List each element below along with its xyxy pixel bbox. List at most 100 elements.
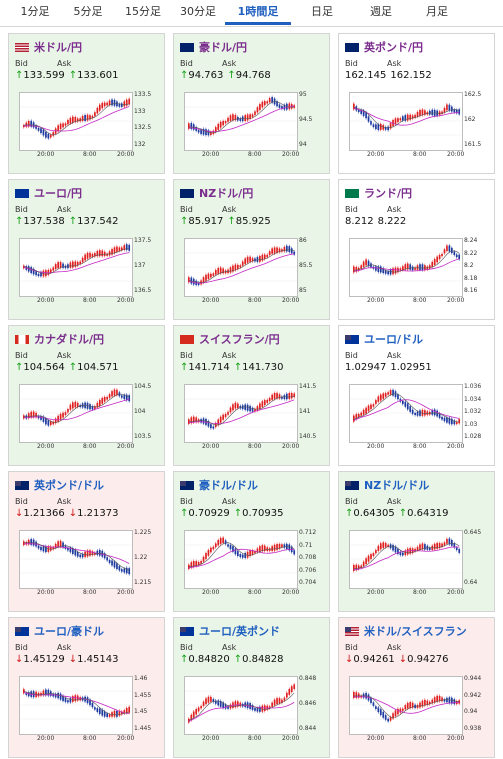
rate-card[interactable]: ランド/円 Bid Ask 8.212 8.222 8.24 8.22 8.2 8.18 8.16… <box>338 179 495 320</box>
pair-name[interactable]: 豪ドル/円 <box>199 41 248 54</box>
mini-chart[interactable] <box>19 92 133 151</box>
mini-chart[interactable] <box>184 676 298 735</box>
tab-1[interactable]: 5分足 <box>73 5 103 18</box>
ma-short-line <box>188 249 295 283</box>
pair-name[interactable]: NZドル/円 <box>199 187 254 200</box>
candle <box>64 265 67 269</box>
candle <box>375 550 377 554</box>
candle <box>23 415 25 419</box>
card-title[interactable]: NZドル/ドル <box>345 478 429 492</box>
tab-0[interactable]: 1分足 <box>20 5 50 18</box>
pair-name[interactable]: ユーロ/英ポンド <box>199 625 281 638</box>
tab-5[interactable]: 日足 <box>311 5 333 18</box>
candle <box>271 546 273 551</box>
mini-chart[interactable] <box>184 530 298 589</box>
mini-chart[interactable] <box>19 384 133 443</box>
candle <box>84 115 86 121</box>
tab-7[interactable]: 月足 <box>426 5 448 18</box>
card-title[interactable]: 豪ドル/円 <box>180 40 247 54</box>
rate-card[interactable]: スイスフラン/円 Bid Ask ↑141.714 ↑141.730 141.5 141 14… <box>173 325 330 466</box>
candle <box>47 689 50 696</box>
tab-6[interactable]: 週足 <box>370 5 392 18</box>
x-tick-label: 20:00 <box>447 443 465 450</box>
mini-chart[interactable] <box>349 238 463 297</box>
rate-card[interactable]: 英ポンド/円 Bid Ask 162.145 162.152 162.5 162 161.5 2… <box>338 33 495 174</box>
candle <box>91 253 94 257</box>
tab-4[interactable]: 1時間足 <box>225 0 291 25</box>
pair-name[interactable]: ユーロ/豪ドル <box>34 625 105 638</box>
card-title[interactable]: 米ドル/スイスフラン <box>345 624 467 638</box>
candle <box>106 396 108 400</box>
card-title[interactable]: ランド/円 <box>345 186 412 200</box>
pair-name[interactable]: ユーロ/円 <box>34 187 83 200</box>
card-title[interactable]: 英ポンド/ドル <box>15 478 104 492</box>
rate-card[interactable]: 豪ドル/ドル Bid Ask ↑0.70929 ↑0.70935 0.712 0.71 0.7… <box>173 471 330 612</box>
pair-name[interactable]: 米ドル/スイスフラン <box>364 625 467 638</box>
card-title[interactable]: ユーロ/英ポンド <box>180 624 280 638</box>
rate-card[interactable]: NZドル/円 Bid Ask ↑85.917 ↑85.925 86 85.5 85 20:00 8… <box>173 179 330 320</box>
mini-chart[interactable] <box>349 530 463 589</box>
pair-name[interactable]: ユーロ/ドル <box>364 333 424 346</box>
candle <box>421 264 424 271</box>
pair-name[interactable]: ランド/円 <box>364 187 413 200</box>
pair-name[interactable]: カナダドル/円 <box>34 333 105 346</box>
card-title[interactable]: NZドル/円 <box>180 186 253 200</box>
rate-card[interactable]: ユーロ/円 Bid Ask ↑137.538 ↑137.542 137.5 137 136.5… <box>8 179 165 320</box>
card-title[interactable]: 豪ドル/ドル <box>180 478 258 492</box>
candle <box>397 708 399 715</box>
ask-label: Ask <box>387 497 402 506</box>
candle <box>89 404 91 410</box>
tab-3[interactable]: 30分足 <box>180 5 216 18</box>
arrow-up-icon: ↑ <box>15 70 24 81</box>
candle <box>421 543 424 550</box>
candle <box>239 265 242 268</box>
pair-name[interactable]: 英ポンド/ドル <box>34 479 105 492</box>
candle <box>254 408 256 412</box>
card-title[interactable]: ユーロ/豪ドル <box>15 624 104 638</box>
rate-card[interactable]: ユーロ/ドル Bid Ask 1.02947 1.02951 1.036 1.034 1.03… <box>338 325 495 466</box>
candle <box>355 106 358 111</box>
candle <box>411 115 414 119</box>
card-title[interactable]: カナダドル/円 <box>15 332 104 346</box>
pair-name[interactable]: スイスフラン/円 <box>199 333 280 346</box>
card-title[interactable]: ユーロ/ドル <box>345 332 423 346</box>
card-title[interactable]: ユーロ/円 <box>15 186 82 200</box>
mini-chart[interactable] <box>349 676 463 735</box>
mini-chart[interactable] <box>349 92 463 151</box>
card-title[interactable]: 米ドル/円 <box>15 40 82 54</box>
mini-chart[interactable] <box>184 92 298 151</box>
rate-card[interactable]: 米ドル/スイスフラン Bid Ask ↓0.94261 ↓0.94276 0.944 0.9… <box>338 617 495 758</box>
pair-name[interactable]: 米ドル/円 <box>34 41 83 54</box>
y-tick-label: 0.64 <box>464 579 478 586</box>
rate-card[interactable]: NZドル/ドル Bid Ask ↑0.64305 ↑0.64319 0.645 0.64 20… <box>338 471 495 612</box>
candle <box>229 267 232 273</box>
bid-ask-labels: Bid Ask <box>180 643 264 652</box>
rate-card[interactable]: 米ドル/円 Bid Ask ↑133.599 ↑133.601 133.5 133 132.5… <box>8 33 165 174</box>
card-title[interactable]: 英ポンド/円 <box>345 40 423 54</box>
candle <box>40 128 42 134</box>
mini-chart[interactable] <box>19 530 133 589</box>
mini-chart[interactable] <box>19 238 133 297</box>
mini-chart[interactable] <box>349 384 463 443</box>
candle <box>47 133 50 139</box>
candle <box>446 697 448 703</box>
candle <box>98 104 101 111</box>
rate-card[interactable]: カナダドル/円 Bid Ask ↑104.564 ↑104.571 104.5 104 103… <box>8 325 165 466</box>
tab-2[interactable]: 15分足 <box>125 5 161 18</box>
ma-long-line <box>23 106 130 132</box>
rate-card[interactable]: 英ポンド/ドル Bid Ask ↓1.21366 ↓1.21373 1.225 1.22 1.… <box>8 471 165 612</box>
rate-card[interactable]: 豪ドル/円 Bid Ask ↑94.763 ↑94.768 95 94.5 94 20:00 8:… <box>173 33 330 174</box>
mini-chart[interactable] <box>19 676 133 735</box>
mini-chart[interactable] <box>184 384 298 443</box>
rate-card[interactable]: ユーロ/英ポンド Bid Ask ↑0.84820 ↑0.84828 0.848 0.846… <box>173 617 330 758</box>
arrow-down-icon: ↓ <box>345 654 354 665</box>
bid-value-group: ↑85.917 <box>180 216 223 227</box>
card-title[interactable]: スイスフラン/円 <box>180 332 280 346</box>
rate-card[interactable]: ユーロ/豪ドル Bid Ask ↓1.45129 ↓1.45143 1.46 1.455 1.… <box>8 617 165 758</box>
candle <box>27 121 30 127</box>
ask-label: Ask <box>57 351 72 360</box>
pair-name[interactable]: 英ポンド/円 <box>364 41 424 54</box>
pair-name[interactable]: NZドル/ドル <box>364 479 430 492</box>
pair-name[interactable]: 豪ドル/ドル <box>199 479 259 492</box>
mini-chart[interactable] <box>184 238 298 297</box>
